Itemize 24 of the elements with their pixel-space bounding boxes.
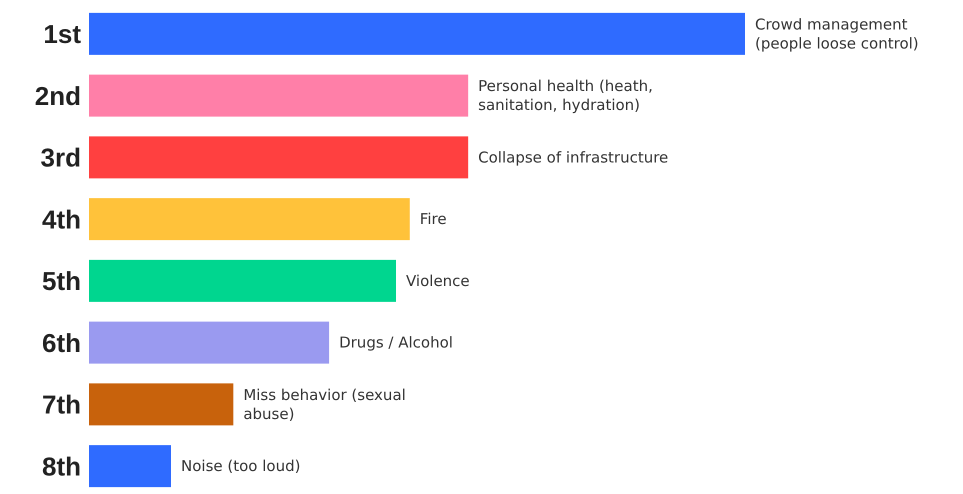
y-tick-label: 1st (43, 19, 82, 50)
y-tick-label: 8th (42, 451, 81, 482)
bar (89, 445, 171, 488)
bar (89, 260, 396, 302)
annotation: Fire (420, 210, 447, 228)
y-tick-label: 4th (42, 204, 81, 234)
bar (89, 198, 410, 240)
y-tick-label: 6th (42, 328, 81, 358)
y-tick-label: 2nd (34, 80, 81, 111)
annotation: Personal health (heath, sanitation, hydration) (478, 77, 653, 114)
bar (89, 383, 234, 426)
y-tick-label: 5th (42, 266, 81, 296)
bar (89, 322, 330, 364)
annotation: Miss behavior (sexual abuse) (243, 386, 406, 423)
bar (89, 74, 468, 117)
annotation: Crowd management (people loose control) (755, 15, 919, 52)
y-tick-label: 3rd (40, 142, 81, 173)
annotation: Collapse of infrastructure (478, 148, 668, 166)
annotation: Noise (too loud) (181, 457, 300, 476)
bar (89, 12, 745, 55)
y-tick-label: 7th (42, 390, 81, 420)
annotation: Violence (406, 272, 470, 290)
bar (89, 136, 468, 178)
annotation: Drugs / Alcohol (339, 334, 453, 352)
